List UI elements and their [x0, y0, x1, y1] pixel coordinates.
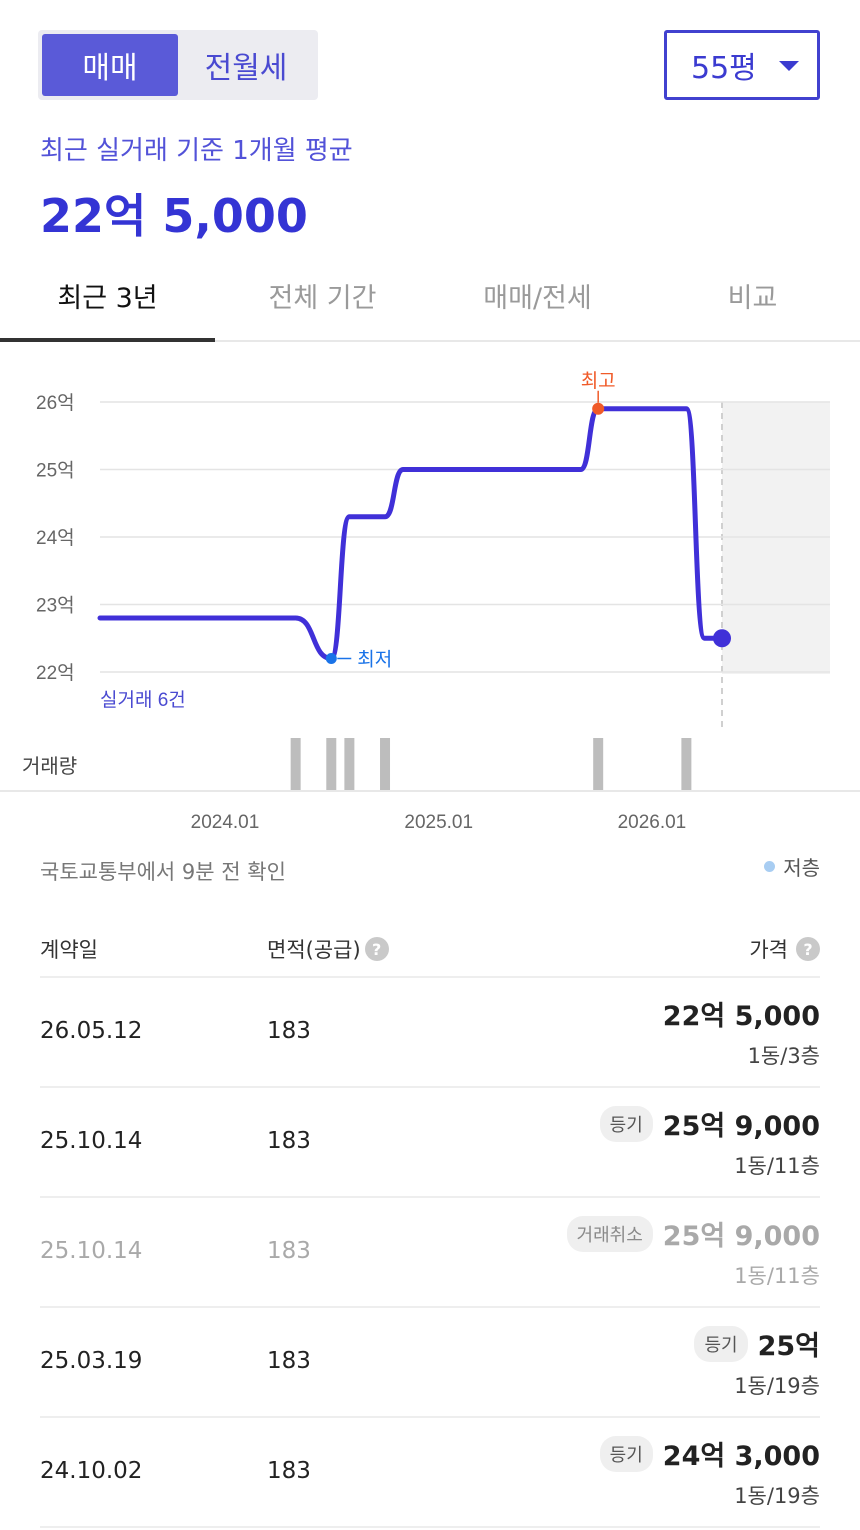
building-floor: 1동/3층 — [747, 1044, 820, 1068]
volume-bar — [344, 738, 355, 790]
y-tick-label: 23억 — [36, 595, 75, 617]
tab-all-period[interactable]: 전체 기간 — [268, 282, 377, 314]
tab-sale-jeonse[interactable]: 매매/전세 — [483, 282, 592, 314]
min-label: 최저 — [357, 649, 392, 671]
price-value: 25억 9,000 — [662, 1221, 820, 1252]
building-floor: 1동/19층 — [734, 1374, 820, 1398]
table-row[interactable]: 25.10.14 183 거래취소 25억 9,000 1동/11층 — [40, 1198, 820, 1308]
max-marker — [592, 402, 605, 415]
price-value: 25억 9,000 — [662, 1111, 820, 1142]
price-value: 22억 5,000 — [662, 1001, 820, 1032]
price-value: 24억 3,000 — [662, 1441, 820, 1472]
help-icon[interactable]: ? — [364, 937, 389, 961]
status-badge: 등기 — [599, 1105, 653, 1142]
table-row[interactable]: 24.10.02 183 등기 24억 3,000 1동/19층 — [40, 1418, 820, 1528]
table-header: 계약일 면적(공급) ? 가격 ? — [40, 918, 820, 978]
low-floor-dot-icon — [764, 861, 776, 872]
area-value: 183 — [267, 1238, 311, 1264]
area-value: 183 — [267, 1018, 311, 1044]
price-line — [97, 406, 725, 661]
legend-low-floor: 저층 — [764, 852, 820, 881]
status-badge: 등기 — [694, 1325, 748, 1362]
transactions-table: 계약일 면적(공급) ? 가격 ? 26.05.12 183 22억 5,000 1동… — [40, 918, 820, 1528]
volume-bar — [681, 738, 692, 790]
area-value: 183 — [267, 1128, 311, 1154]
header-contract-date: 계약일 — [40, 938, 98, 962]
table-row[interactable]: 25.03.19 183 등기 25억 1동/19층 — [40, 1308, 820, 1418]
price-cell: 22억 5,000 — [663, 994, 820, 1033]
contract-date: 25.10.14 — [40, 1128, 143, 1154]
y-tick-label: 24억 — [36, 527, 75, 549]
volume-bar — [326, 738, 337, 790]
volume-bar — [593, 738, 604, 790]
min-marker — [325, 653, 337, 664]
volume-bar — [290, 738, 301, 790]
contract-date: 24.10.02 — [40, 1458, 143, 1484]
volume-bar — [380, 738, 391, 790]
price-cell: 등기 25억 9,000 — [599, 1104, 820, 1143]
max-label: 최고 — [581, 370, 616, 392]
contract-date: 25.10.14 — [40, 1238, 143, 1264]
legend-low-floor-label: 저층 — [783, 856, 820, 880]
future-shade — [722, 402, 830, 674]
sale-tab-button[interactable]: 매매 — [42, 34, 178, 96]
table-row[interactable]: 26.05.12 183 22억 5,000 1동/3층 — [40, 978, 820, 1088]
header-price: 가격 ? — [749, 934, 820, 964]
header-area-label: 면적(공급) — [267, 938, 361, 962]
period-tabs: 최근 3년 전체 기간 매매/전세 비교 — [0, 250, 860, 342]
average-price-label: 최근 실거래 기준 1개월 평균 — [40, 136, 353, 166]
y-tick-label: 25억 — [36, 460, 75, 482]
caret-down-icon — [779, 61, 799, 71]
x-tick-label: 2026.01 — [618, 812, 687, 833]
header-price-label: 가격 — [749, 938, 788, 962]
help-icon[interactable]: ? — [796, 937, 820, 961]
x-tick-label: 2025.01 — [404, 812, 473, 833]
contract-date: 25.03.19 — [40, 1348, 143, 1374]
price-cell: 등기 24억 3,000 — [599, 1434, 820, 1473]
building-floor: 1동/19층 — [734, 1484, 820, 1508]
area-value: 183 — [267, 1458, 311, 1484]
price-value: 25억 — [757, 1331, 820, 1362]
status-badge: 거래취소 — [566, 1215, 653, 1252]
chart-divider — [0, 790, 860, 792]
contract-date: 26.05.12 — [40, 1018, 143, 1044]
table-row[interactable]: 25.10.14 183 등기 25억 9,000 1동/11층 — [40, 1088, 820, 1198]
status-badge: 등기 — [599, 1435, 653, 1472]
volume-label: 거래량 — [22, 754, 78, 778]
area-value: 183 — [267, 1348, 311, 1374]
rent-tab-button[interactable]: 전월세 — [204, 51, 288, 86]
tab-compare[interactable]: 비교 — [727, 282, 778, 314]
price-cell: 등기 25억 — [694, 1324, 820, 1363]
current-point-marker — [713, 629, 731, 648]
y-tick-label: 26억 — [36, 392, 75, 414]
building-floor: 1동/11층 — [734, 1154, 820, 1178]
area-dropdown-value: 55평 — [691, 51, 757, 86]
average-price-value: 22억 5,000 — [40, 189, 308, 243]
price-cell: 거래취소 25억 9,000 — [566, 1214, 820, 1253]
area-dropdown[interactable]: 55평 — [664, 30, 820, 100]
y-tick-label: 22억 — [36, 662, 75, 684]
trade-type-toggle: 매매 전월세 — [38, 30, 318, 100]
x-tick-label: 2024.01 — [191, 812, 260, 833]
transaction-count-label: 실거래 6건 — [100, 689, 186, 711]
building-floor: 1동/11층 — [734, 1264, 820, 1288]
header-area: 면적(공급) ? — [267, 934, 389, 964]
data-source-text: 국토교통부에서 9분 전 확인 — [40, 860, 286, 884]
tab-recent-3-years[interactable]: 최근 3년 — [0, 250, 215, 342]
